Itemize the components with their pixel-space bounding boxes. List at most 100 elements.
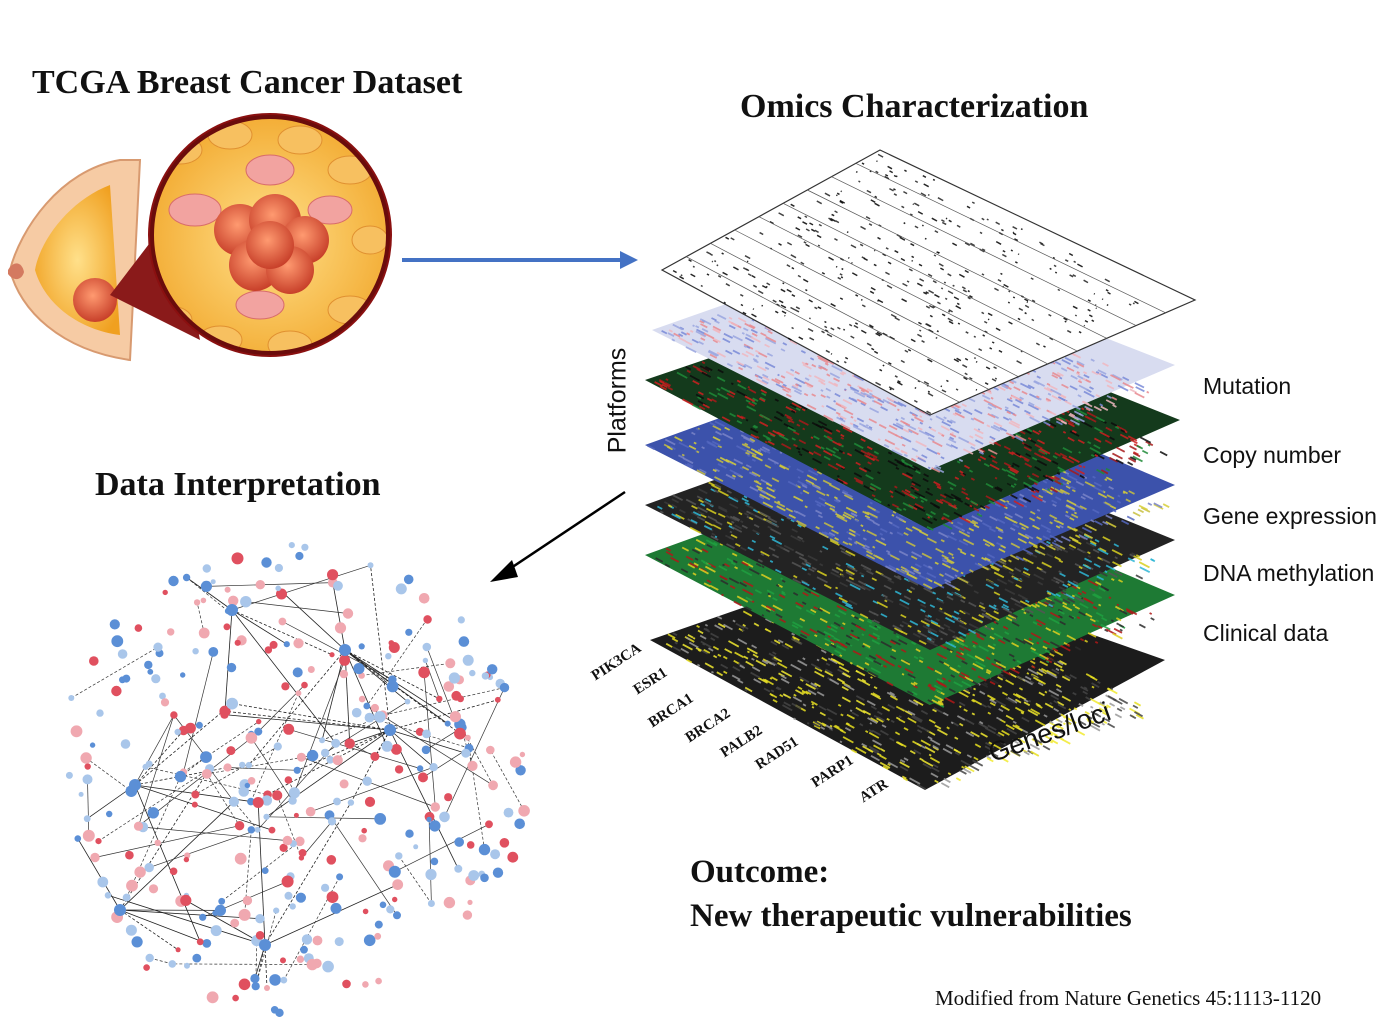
omics-texture [1014,724,1020,729]
omics-texture [763,687,771,693]
omics-texture [1042,645,1048,650]
omics-texture [897,664,902,669]
omics-texture [1057,703,1067,710]
omics-texture [1101,722,1105,726]
omics-texture [797,659,808,667]
omics-texture [824,668,833,674]
omics-texture [894,731,901,736]
omics-texture [974,743,982,748]
omics-texture [953,722,959,727]
omics-texture [876,710,883,716]
omics-texture [996,733,1002,738]
omics-texture [1092,593,1101,599]
omics-texture [1048,689,1060,697]
omics-texture [819,711,826,717]
omics-texture [776,686,782,691]
omics-texture [680,647,690,654]
omics-texture [741,628,745,632]
omics-texture [902,777,908,782]
omics-texture [699,634,707,640]
omics-texture [838,609,847,616]
omics-texture [724,648,733,654]
omics-texture [1073,707,1078,711]
omics-texture [970,731,980,738]
omics-texture [1059,737,1071,745]
omics-texture [903,727,909,731]
omics-texture [830,624,839,630]
omics-texture [771,657,778,662]
omics-texture [997,731,1005,737]
omics-texture [841,696,851,703]
omics-texture [1086,717,1095,724]
omics-texture [960,759,971,767]
omics-texture [1074,729,1086,736]
omics-texture [959,722,964,727]
omics-texture [984,727,997,735]
omics-texture [865,730,869,734]
omics-texture [870,692,882,700]
omics-texture [820,726,826,730]
omics-texture [829,678,840,686]
omics-texture [876,717,884,723]
omics-texture [773,656,783,663]
omics-texture [1055,683,1062,688]
omics-texture [818,705,827,711]
omics-texture [772,651,777,655]
omics-texture [932,746,939,751]
omics-texture [861,743,868,748]
omics-texture [840,713,844,717]
omics-texture [909,777,921,785]
omics-texture [872,739,882,746]
omics-texture [750,671,761,679]
omics-texture [769,677,773,680]
omics-texture [1118,697,1129,705]
omics-texture [955,777,962,782]
omics-texture [1069,674,1077,680]
omics-texture [859,723,864,727]
omics-texture [1049,641,1060,648]
omics-texture [772,699,778,703]
omics-texture [947,772,952,776]
omics-to-interpretation-arrow [504,490,626,574]
omics-texture [963,708,968,712]
omics-texture [680,568,689,574]
omics-texture [1044,735,1051,740]
omics-texture [723,563,730,568]
dataset-to-omics-arrowhead [620,251,638,269]
omics-texture [863,667,868,671]
omics-texture [1098,707,1107,713]
omics-texture [1035,702,1041,707]
omics-texture [842,672,851,678]
omics-texture [995,661,1007,669]
omics-texture [739,581,748,588]
omics-texture [972,759,984,767]
omics-texture [1090,705,1094,709]
omics-texture [742,625,749,630]
omics-texture [881,724,887,728]
omics-texture [1077,591,1082,596]
omics-texture [953,748,959,753]
omics-texture [1049,701,1053,705]
omics-texture [956,715,966,721]
omics-texture [887,703,896,710]
omics-texture [886,691,897,699]
omics-texture [880,640,892,649]
omics-texture [868,731,880,739]
omics-texture [936,728,948,736]
omics-texture [841,686,849,691]
omics-texture [913,681,918,686]
omics-texture [1011,642,1020,648]
omics-texture [781,644,790,650]
omics-texture [1106,687,1111,691]
omics-texture [850,629,854,633]
omics-texture [1099,701,1105,706]
omics-texture [696,624,700,629]
omics-texture [1029,743,1041,751]
omics-texture [953,681,963,688]
omics-texture [1089,697,1101,706]
omics-texture [826,708,838,716]
omics-texture [991,662,1002,670]
omics-texture [861,678,867,683]
omics-texture [958,691,969,698]
omics-texture [701,548,709,553]
